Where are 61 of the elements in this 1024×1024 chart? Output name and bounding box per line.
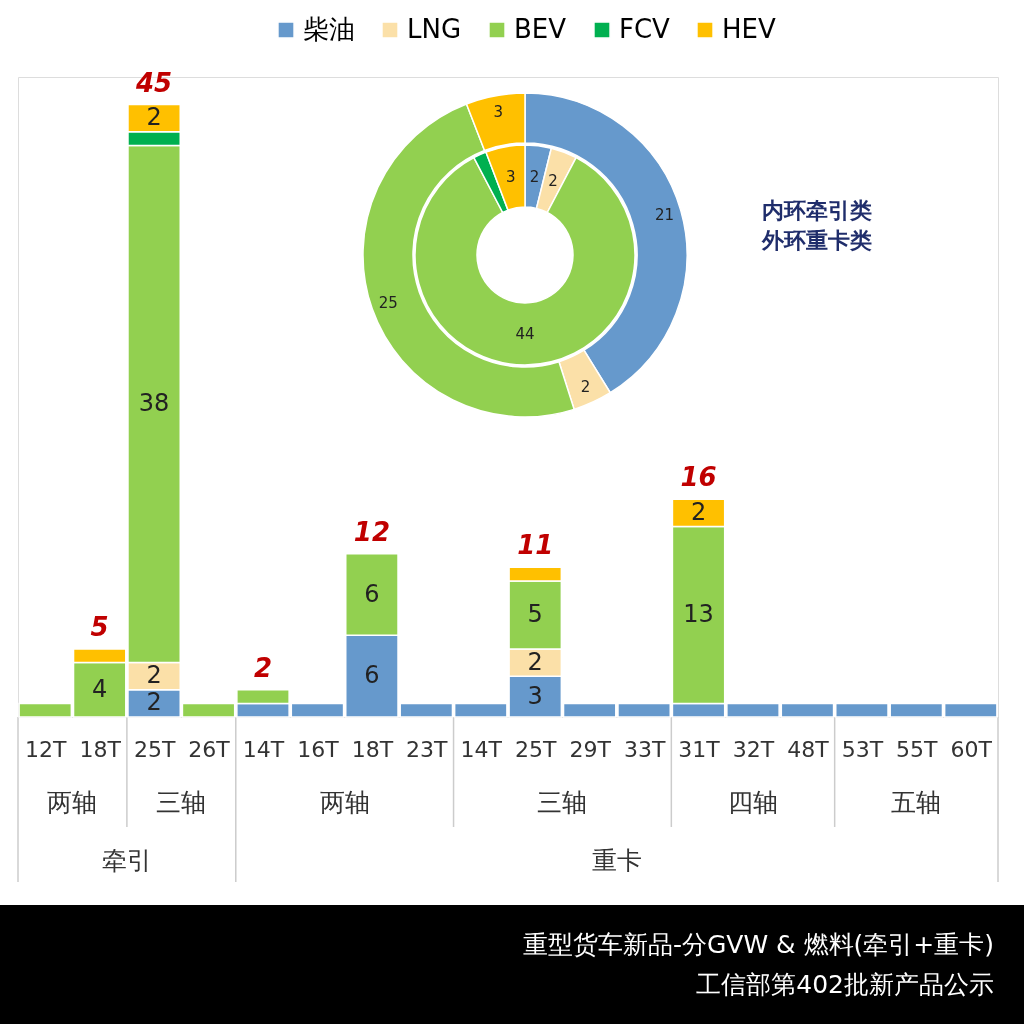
total-label: 11 <box>517 530 554 561</box>
data-label: 13 <box>683 599 714 628</box>
x-tick-label: 33T <box>623 736 666 762</box>
total-label: 16 <box>680 462 717 493</box>
x-tick-label: 32T <box>732 736 775 762</box>
x-tick-label: 12T <box>25 736 67 762</box>
data-label: 6 <box>364 661 380 690</box>
x-tick-label: 31T <box>678 736 721 762</box>
x-tick-label: 29T <box>569 736 612 762</box>
text: 三轴 <box>537 788 588 817</box>
data-label: 3 <box>527 681 543 710</box>
x-tick-label: 23T <box>406 736 449 762</box>
legend-label: LNG <box>407 14 462 44</box>
x-tick-label: 48T <box>787 736 830 762</box>
legend-label: HEV <box>722 14 776 44</box>
text: 重卡 <box>591 846 642 875</box>
x-tick-label: 18T <box>351 736 394 762</box>
data-label: 2 <box>146 103 162 132</box>
data-label: 4 <box>92 674 108 703</box>
x-tick-label: 53T <box>841 736 884 762</box>
data-label: 5 <box>527 599 543 628</box>
annotation: 外环重卡类 <box>761 228 872 253</box>
data-label: 21 <box>654 206 675 225</box>
total-label: 5 <box>90 611 109 642</box>
data-label: 25 <box>378 294 398 313</box>
text: 三轴 <box>156 788 207 817</box>
text: 两轴 <box>47 788 98 817</box>
text: 工信部第402批新产品公示 <box>696 970 994 999</box>
total-label: 2 <box>253 652 273 683</box>
data-label: 2 <box>527 647 543 676</box>
total-label: 45 <box>135 67 173 98</box>
data-label: 2 <box>580 377 591 396</box>
legend-label: FCV <box>619 14 671 44</box>
x-tick-label: 55T <box>896 736 939 762</box>
data-label: 2 <box>529 167 540 186</box>
data-label: 38 <box>138 388 170 417</box>
x-tick-label: 25T <box>133 736 176 762</box>
text: 四轴 <box>728 788 778 817</box>
annotation: 内环牵引类 <box>762 198 872 223</box>
x-tick-label: 26T <box>188 736 231 762</box>
data-label: 2 <box>146 661 162 690</box>
total-label: 12 <box>353 516 390 547</box>
text: 五轴 <box>891 788 942 817</box>
data-label: 3 <box>505 168 516 187</box>
data-label: 2 <box>146 688 162 717</box>
data-label: 2 <box>548 172 558 191</box>
x-tick-label: 14T <box>460 736 503 762</box>
data-label: 6 <box>364 579 380 608</box>
text: 重型货车新品-分GVW & 燃料(牵引+重卡) <box>522 930 994 959</box>
data-label: 2 <box>690 497 707 526</box>
legend-label: 柴油 <box>303 14 355 44</box>
text: 两轴 <box>319 788 370 817</box>
x-tick-label: 16T <box>297 736 340 762</box>
data-label: 3 <box>493 103 504 122</box>
x-tick-label: 14T <box>242 736 285 762</box>
x-tick-label: 60T <box>950 736 993 762</box>
x-tick-label: 25T <box>515 736 557 762</box>
x-tick-label: 18T <box>79 736 122 762</box>
data-label: 44 <box>515 325 535 343</box>
legend-label: BEV <box>514 14 567 44</box>
text: 牵引 <box>101 846 152 875</box>
